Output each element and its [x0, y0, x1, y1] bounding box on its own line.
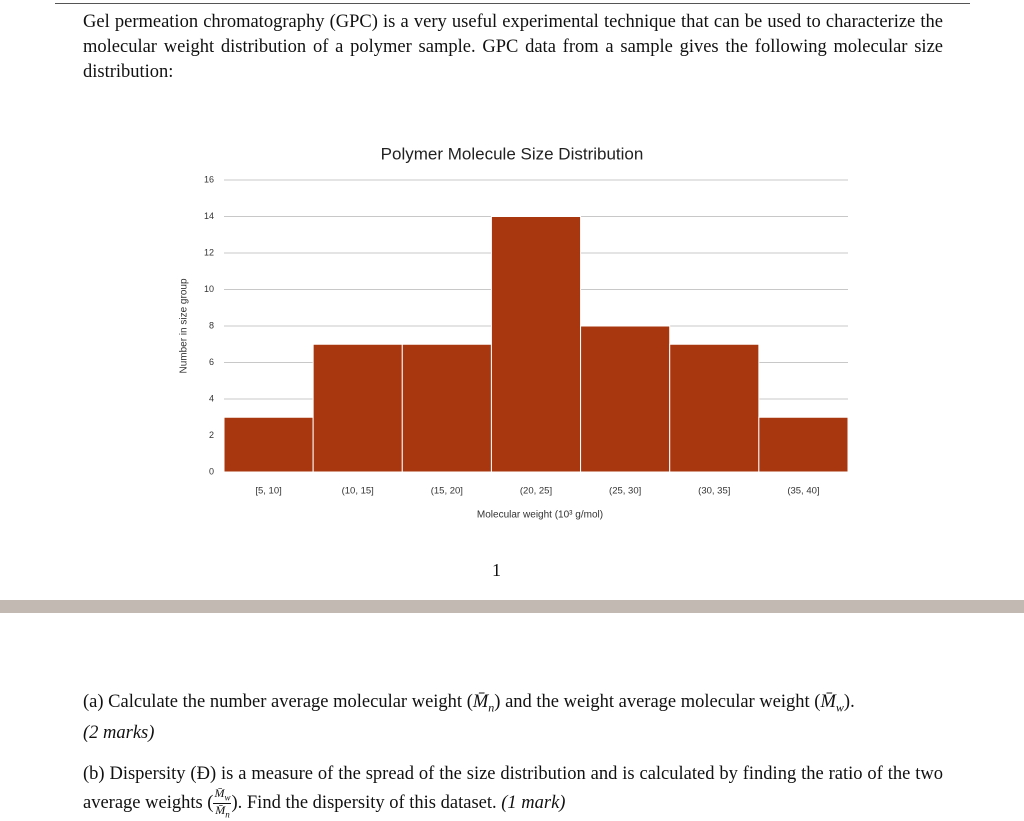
y-tick-label: 6	[209, 357, 214, 367]
chart-title: Polymer Molecule Size Distribution	[381, 144, 644, 163]
page-separator	[0, 600, 1024, 613]
y-axis-title: Number in size group	[179, 278, 190, 373]
x-tick-label: (35, 40]	[787, 486, 819, 497]
bar	[223, 416, 314, 473]
subscript: n	[488, 700, 495, 715]
symbol: M̄	[214, 786, 225, 800]
x-tick-label: (20, 25]	[520, 486, 552, 497]
x-tick-label: (15, 20]	[431, 486, 463, 497]
bar	[758, 416, 849, 473]
bar	[401, 343, 492, 473]
bar	[490, 216, 582, 473]
y-tick-label: 4	[209, 393, 214, 403]
bar	[669, 343, 760, 473]
symbol: M̄	[820, 692, 836, 712]
text: (a) Calculate the number average molecul…	[83, 692, 473, 712]
x-tick-label: (30, 35]	[698, 486, 730, 497]
chart: Polymer Molecule Size Distribution Molec…	[179, 144, 849, 521]
symbol: M̄	[215, 803, 226, 818]
y-tick-label: 8	[209, 320, 214, 330]
marks: (1 mark)	[501, 793, 566, 814]
text: ).	[843, 692, 855, 712]
bar	[312, 343, 403, 473]
y-tick-label: 0	[209, 466, 214, 476]
y-tick-label: 2	[209, 430, 214, 440]
page-number: 1	[492, 560, 501, 580]
x-tick-label: (25, 30]	[609, 486, 641, 497]
text: ) and the weight average molecular weigh…	[494, 692, 821, 712]
question-a: (a) Calculate the number average molecul…	[83, 690, 943, 746]
top-rule	[55, 3, 970, 4]
numerator: M̄w	[213, 786, 232, 805]
y-tick-label: 14	[204, 211, 214, 221]
subscript: w	[835, 700, 844, 715]
x-axis-title: Molecular weight (10³ g/mol)	[477, 510, 603, 521]
question-b: (b) Dispersity (Đ) is a measure of the s…	[83, 762, 943, 821]
y-tick-label: 10	[204, 284, 214, 294]
fraction: M̄w M̄n	[213, 786, 232, 821]
subscript: w	[224, 792, 231, 803]
x-tick-label: [5, 10]	[255, 486, 281, 497]
y-tick-label: 12	[204, 247, 214, 257]
text: (b) Dispersity (Đ) is a measure of the s…	[83, 764, 943, 814]
x-tick-label: (10, 15]	[342, 486, 374, 497]
symbol: M̄	[472, 692, 489, 712]
bar	[580, 325, 671, 473]
marks: (2 marks)	[83, 722, 155, 743]
denominator: M̄n	[213, 804, 231, 820]
intro-text: Gel permeation chromatography (GPC) is a…	[83, 12, 943, 82]
subscript: n	[225, 809, 230, 820]
y-tick-label: 16	[204, 174, 214, 184]
text: ). Find the dispersity of this dataset.	[231, 793, 497, 814]
